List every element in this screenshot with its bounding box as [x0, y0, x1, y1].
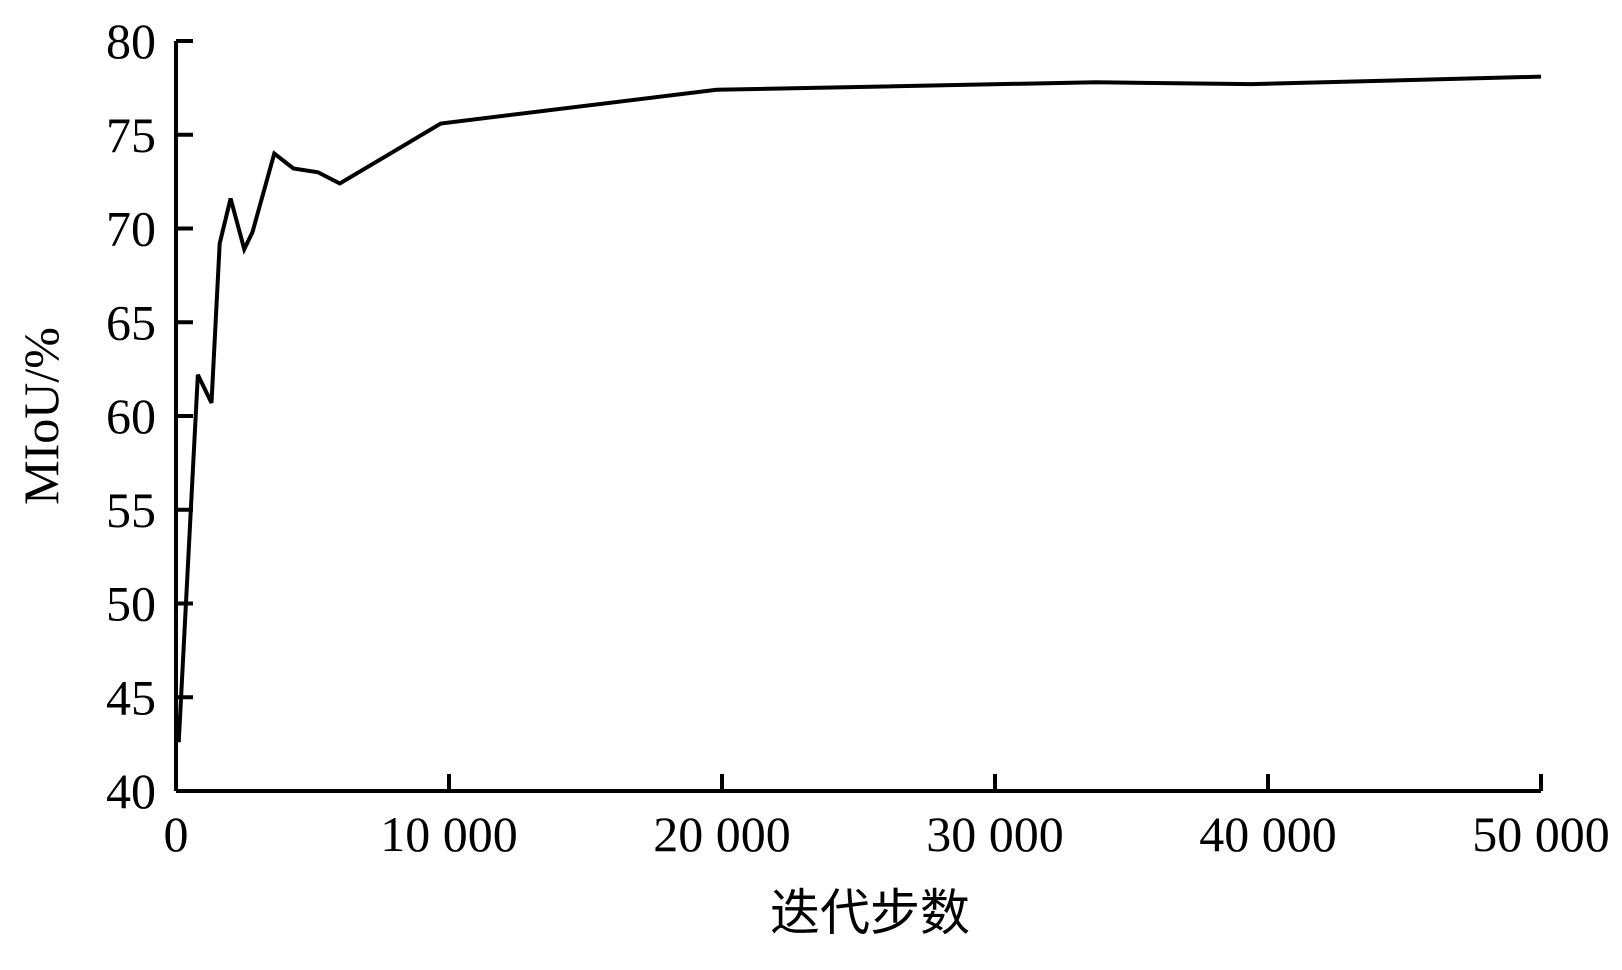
x-tick-label: 10 000: [380, 806, 518, 862]
data-line: [176, 74, 1542, 743]
y-axis-label: MIoU/%: [13, 327, 69, 505]
y-tick-label: 65: [106, 294, 156, 350]
x-tick-label: 20 000: [653, 806, 791, 862]
y-tick-label: 50: [106, 576, 156, 632]
x-tick-label: 50 000: [1472, 806, 1610, 862]
y-tick-label: 80: [106, 13, 156, 69]
y-tick-label: 70: [106, 201, 156, 257]
y-tick-label: 75: [106, 107, 156, 163]
x-axis-label: 迭代步数: [770, 885, 970, 941]
y-tick-label: 60: [106, 388, 156, 444]
y-tick-label: 45: [106, 669, 156, 725]
x-tick-label: 40 000: [1199, 806, 1337, 862]
x-tick-label: 30 000: [926, 806, 1064, 862]
x-tick-label: 0: [164, 806, 189, 862]
y-tick-label: 40: [106, 763, 156, 819]
y-tick-label: 55: [106, 482, 156, 538]
